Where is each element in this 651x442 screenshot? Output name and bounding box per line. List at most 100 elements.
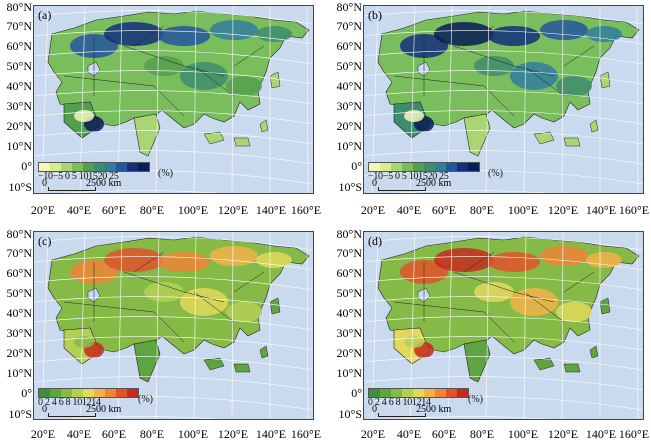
lon-label: 160°E bbox=[290, 203, 322, 217]
ramp-swatch bbox=[457, 389, 468, 397]
ramp-swatch bbox=[116, 163, 127, 171]
map-d-svg bbox=[364, 232, 643, 419]
ramp-swatch bbox=[83, 163, 94, 171]
legend-ticks-b: −10−5 0 5 101520 25 bbox=[368, 171, 449, 182]
scale-line-b bbox=[378, 187, 426, 191]
value-region bbox=[474, 282, 514, 302]
landmass-india bbox=[463, 113, 491, 157]
graticule-meridian bbox=[306, 232, 309, 419]
lat-label: 10°S bbox=[8, 180, 32, 194]
ramp-swatch bbox=[61, 163, 72, 171]
color-ramp-b bbox=[368, 162, 480, 172]
graticule-meridian bbox=[155, 6, 160, 193]
lat-label: 80°N bbox=[336, 0, 362, 14]
graticule-parallel bbox=[34, 336, 313, 351]
graticule-meridian bbox=[409, 6, 416, 193]
scale-zero-d: 0 bbox=[372, 404, 377, 415]
lon-label: 100°E bbox=[507, 203, 539, 217]
scale-line-c bbox=[48, 413, 96, 417]
lon-label: 80°E bbox=[139, 427, 165, 441]
graticule-parallel bbox=[364, 396, 643, 411]
ramp-swatch bbox=[50, 389, 61, 397]
lat-label: 80°N bbox=[336, 227, 362, 241]
lon-label: 40°E bbox=[66, 203, 92, 217]
panel-label-a: (a) bbox=[38, 8, 52, 22]
landmass-india bbox=[133, 339, 161, 383]
graticule-meridian bbox=[485, 6, 490, 193]
ramp-swatch bbox=[369, 163, 380, 171]
value-region bbox=[180, 288, 228, 316]
lat-label: 50°N bbox=[336, 286, 362, 300]
ramp-swatch bbox=[94, 163, 105, 171]
lon-label: 140°E bbox=[255, 203, 287, 217]
graticule-parallel bbox=[65, 190, 220, 193]
graticule-parallel bbox=[364, 50, 643, 65]
legend-ticks-c: 0 2 4 6 8 101214 bbox=[38, 397, 101, 408]
lat-label: 30°N bbox=[336, 326, 362, 340]
lon-label: 80°E bbox=[469, 427, 495, 441]
lon-label: 40°E bbox=[396, 203, 422, 217]
value-region bbox=[144, 56, 184, 76]
lat-label: 30°N bbox=[6, 326, 32, 340]
lon-label: 100°E bbox=[507, 427, 539, 441]
ramp-swatch bbox=[105, 389, 116, 397]
graticule-parallel bbox=[34, 90, 313, 105]
country-border bbox=[523, 291, 565, 323]
ramp-swatch bbox=[402, 163, 413, 171]
value-region bbox=[436, 76, 472, 96]
graticule-meridian bbox=[447, 6, 453, 193]
value-region bbox=[74, 110, 94, 122]
graticule-meridian bbox=[523, 232, 527, 419]
graticule-parallel bbox=[364, 296, 643, 311]
graticule-meridian bbox=[447, 232, 453, 419]
value-region bbox=[210, 246, 258, 266]
value-region bbox=[210, 20, 258, 40]
ramp-swatch bbox=[94, 389, 105, 397]
island bbox=[599, 297, 611, 315]
lon-label: 120°E bbox=[547, 203, 579, 217]
lat-label: 70°N bbox=[336, 246, 362, 260]
graticule-parallel bbox=[364, 276, 643, 291]
value-region bbox=[180, 62, 228, 90]
legend-unit-c: (%) bbox=[138, 394, 153, 405]
graticule-meridian bbox=[371, 6, 379, 193]
ramp-swatch bbox=[435, 163, 446, 171]
ramp-swatch bbox=[61, 389, 72, 397]
graticule-parallel bbox=[364, 10, 643, 25]
lon-label: 40°E bbox=[396, 427, 422, 441]
island bbox=[269, 297, 281, 315]
lon-label: 80°E bbox=[139, 203, 165, 217]
graticule-meridian bbox=[561, 232, 564, 419]
map-c-svg bbox=[34, 232, 313, 419]
graticule-parallel bbox=[364, 150, 643, 165]
graticule-parallel bbox=[34, 70, 313, 85]
lat-label: 20°N bbox=[6, 346, 32, 360]
graticule-parallel bbox=[364, 316, 643, 331]
country-border bbox=[523, 65, 565, 97]
lon-label: 100°E bbox=[177, 203, 209, 217]
graticule-parallel bbox=[34, 396, 313, 411]
lat-label: 40°N bbox=[6, 79, 32, 93]
ramp-swatch bbox=[391, 163, 402, 171]
value-region bbox=[510, 288, 558, 316]
value-region bbox=[158, 252, 210, 272]
value-region bbox=[256, 252, 292, 268]
ramp-swatch bbox=[369, 389, 380, 397]
graticule-parallel bbox=[34, 10, 313, 25]
lon-label: 120°E bbox=[217, 203, 249, 217]
graticule-parallel bbox=[364, 170, 643, 185]
lon-label: 140°E bbox=[585, 203, 617, 217]
lon-label: 160°E bbox=[618, 203, 650, 217]
ramp-swatch bbox=[39, 389, 50, 397]
island bbox=[599, 71, 611, 89]
panel-label-c: (c) bbox=[38, 234, 52, 248]
graticule-parallel bbox=[364, 90, 643, 105]
legend-ticks-d: 0 2 4 6 8 101214 bbox=[368, 397, 431, 408]
value-region bbox=[404, 336, 424, 348]
legend-ticks-a: −10−5 0 5 101520 25 bbox=[38, 171, 119, 182]
graticule-parallel bbox=[34, 236, 313, 251]
graticule-parallel bbox=[364, 236, 643, 251]
scale-line-d bbox=[378, 413, 426, 417]
value-region bbox=[586, 26, 622, 42]
island bbox=[233, 137, 251, 147]
